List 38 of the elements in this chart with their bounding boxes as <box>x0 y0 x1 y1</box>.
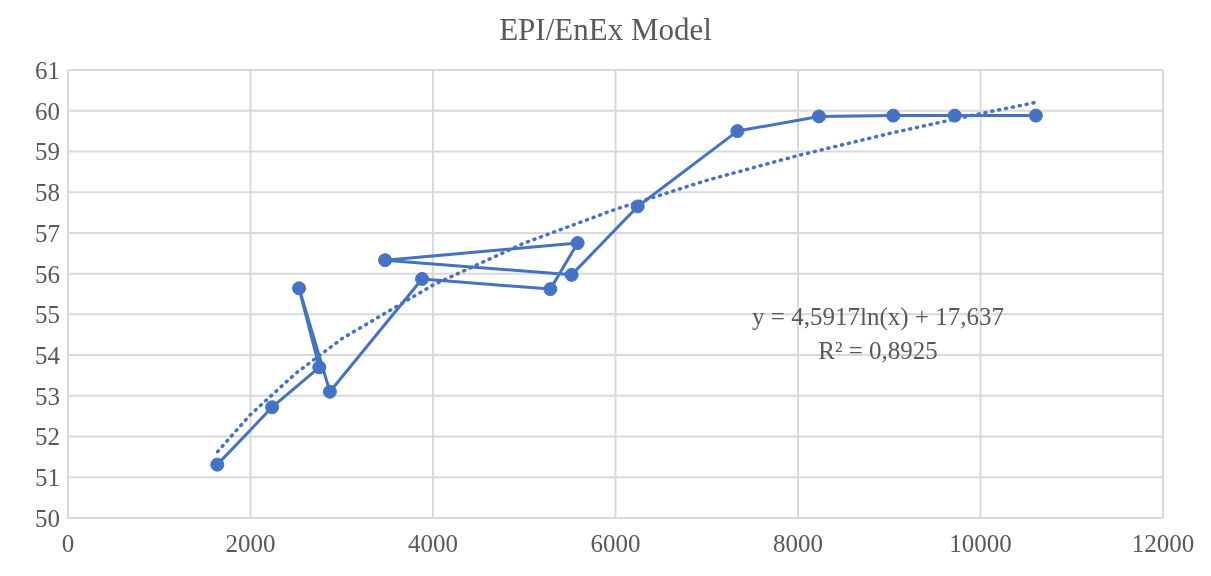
y-tick-label: 50 <box>35 504 60 532</box>
y-tick-label: 58 <box>35 179 60 207</box>
annotation: y = 4,5917ln(x) + 17,637 <box>751 302 1005 333</box>
point <box>292 281 307 296</box>
x-tick-label: 0 <box>61 529 75 557</box>
y-tick-label: 51 <box>35 464 60 492</box>
y-tick-label: 59 <box>35 138 60 166</box>
y-tick-label: 55 <box>35 301 60 329</box>
point <box>322 384 337 399</box>
y-tick-label: 60 <box>35 97 60 125</box>
point <box>378 253 393 268</box>
point <box>1028 108 1043 123</box>
annotation: R² = 0,8925 <box>817 336 939 366</box>
x-tick-label: 12000 <box>1131 529 1195 557</box>
x-tick-label: 4000 <box>408 529 458 557</box>
y-tick-label: 52 <box>35 423 60 451</box>
point <box>947 108 962 123</box>
point <box>210 457 225 472</box>
chart-title: EPI/EnEx Model <box>498 12 713 48</box>
point <box>265 400 280 415</box>
point <box>730 124 745 139</box>
point <box>811 109 826 124</box>
point <box>312 360 327 375</box>
y-tick-label: 61 <box>35 56 60 84</box>
point <box>630 199 645 214</box>
x-tick-label: 10000 <box>949 529 1012 557</box>
point <box>886 108 901 123</box>
x-tick-label: 6000 <box>590 529 641 557</box>
point <box>564 267 579 282</box>
point <box>543 282 558 297</box>
y-tick-label: 53 <box>35 382 60 410</box>
y-tick-label: 57 <box>35 219 60 247</box>
point <box>415 271 430 286</box>
y-tick-label: 56 <box>35 260 60 288</box>
x-tick-label: 2000 <box>225 529 276 557</box>
y-tick-label: 54 <box>35 341 61 369</box>
x-tick-label: 8000 <box>773 529 823 557</box>
point <box>570 236 585 251</box>
